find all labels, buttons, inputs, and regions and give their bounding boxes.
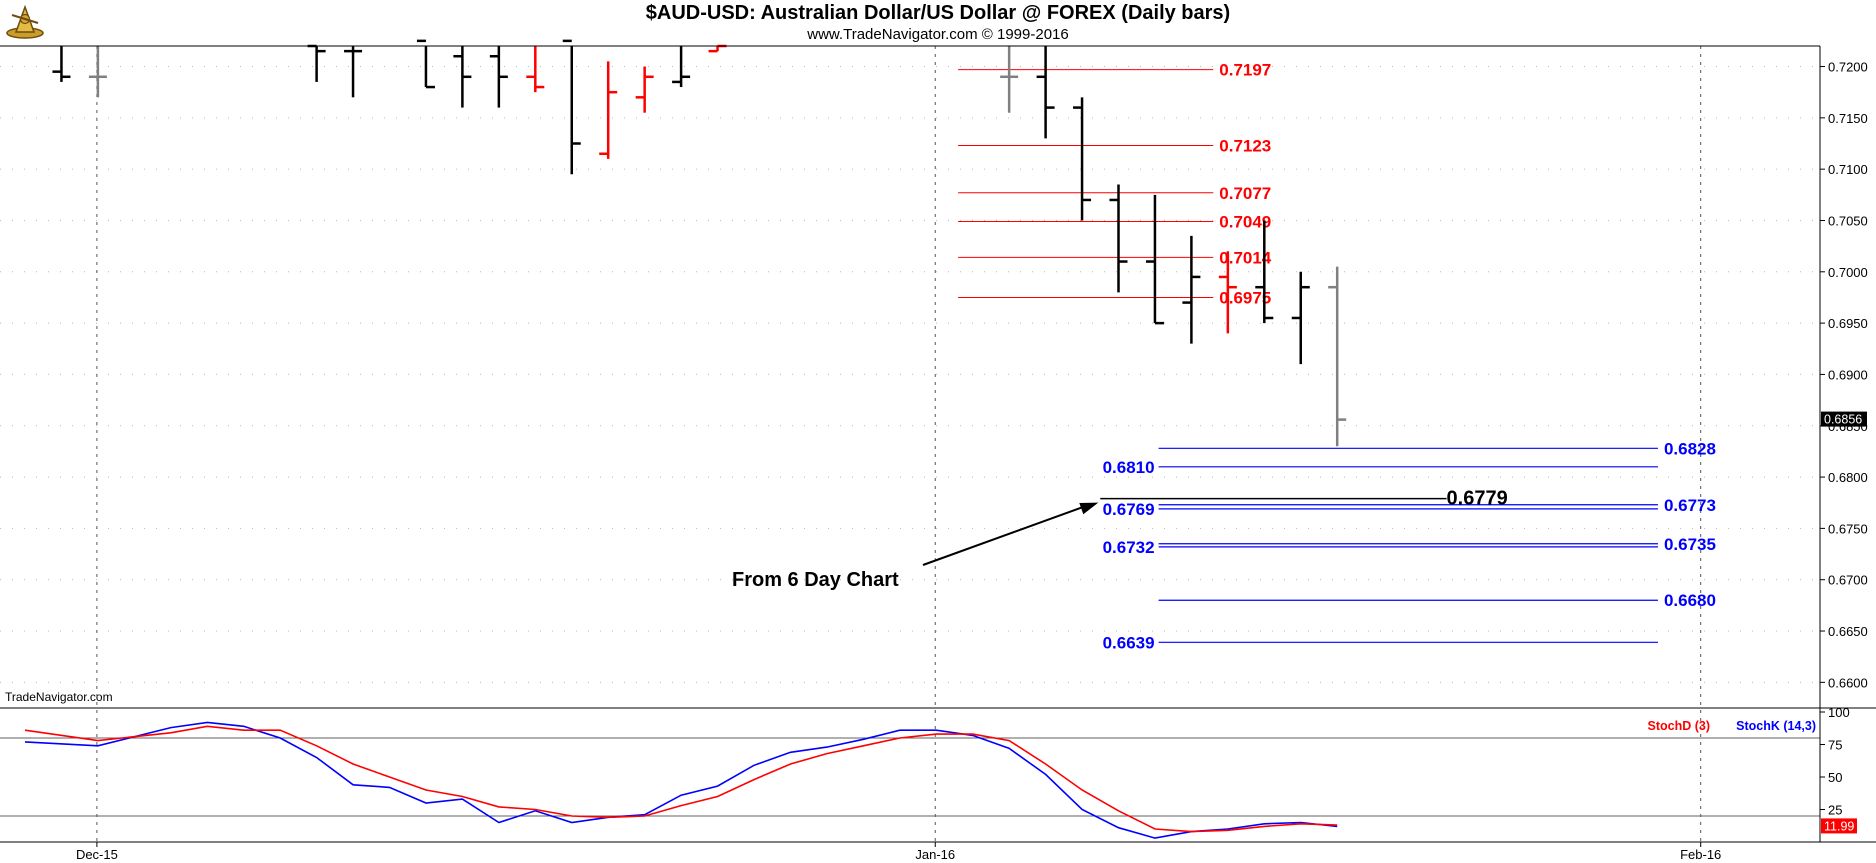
- date-tick-label: Jan-16: [915, 847, 955, 862]
- support-level-label-right: 0.6735: [1664, 535, 1716, 554]
- support-level-label-left: 0.6732: [1103, 538, 1155, 557]
- price-tick-label: 0.6650: [1828, 624, 1868, 639]
- price-tick-label: 0.7200: [1828, 60, 1868, 75]
- date-tick-label: Dec-15: [76, 847, 118, 862]
- price-tick-label: 0.6800: [1828, 470, 1868, 485]
- levels: 0.7197 0.7123 0.7077 0.7049 0.7014 0.6975 0.68…: [922, 61, 1716, 652]
- support-level-label-right: 0.6773: [1664, 496, 1716, 515]
- grid: [0, 46, 1820, 842]
- price-tick-label: 0.7100: [1828, 162, 1868, 177]
- ohlc-bar: [1255, 220, 1274, 324]
- support-level-label-left: 0.6639: [1103, 633, 1155, 652]
- ohlc-bar: [489, 46, 508, 108]
- price-tick-label: 0.6950: [1828, 316, 1868, 331]
- stoch-tick-label: 100: [1828, 705, 1850, 720]
- resistance-level-label: 0.7123: [1219, 137, 1271, 156]
- support-level-label-left: 0.6769: [1103, 500, 1155, 519]
- ohlc-bar: [1182, 235, 1201, 344]
- ohlc-bar: [1145, 194, 1164, 325]
- resistance-level-label: 0.7014: [1219, 248, 1272, 267]
- support-level-label-right: 0.6828: [1664, 439, 1716, 458]
- stoch-tick-label: 75: [1828, 738, 1842, 753]
- price-tick-label: 0.7150: [1828, 111, 1868, 126]
- chart-subtitle: www.TradeNavigator.com © 1999-2016: [807, 26, 1069, 43]
- last-price-box: [1821, 411, 1867, 427]
- stoch-series-line: [24, 725, 1338, 833]
- ohlc-bar: [1000, 46, 1019, 113]
- ohlc-bar: [562, 39, 581, 175]
- price-tick-label: 0.7000: [1828, 265, 1868, 280]
- ohlc-bar: [526, 46, 545, 93]
- price-tick-label: 0.6600: [1828, 675, 1868, 690]
- stoch-last-value-box: [1821, 818, 1857, 834]
- ohlc-bar: [416, 39, 435, 89]
- ohlc-bar: [1328, 266, 1347, 447]
- stoch-last-value-label: 11.99: [1824, 819, 1854, 833]
- ohlc-bar: [708, 44, 727, 53]
- date-tick-label: Feb-16: [1680, 847, 1721, 862]
- resistance-level-label: 0.7197: [1219, 61, 1271, 80]
- stoch-tick-label: 50: [1828, 770, 1842, 785]
- ohlc-bars: [52, 39, 1347, 447]
- chart-labels: 0.6779 From 6 Day Chart StochK (14,3) Stoch…: [732, 488, 1816, 733]
- ohlc-bar: [307, 44, 326, 82]
- title-bar: $AUD-USD: Australian Dollar/US Dollar @ …: [0, 0, 1876, 45]
- ohlc-bar: [344, 46, 363, 98]
- resistance-level-label: 0.7049: [1219, 213, 1271, 232]
- ohlc-bar: [635, 66, 654, 113]
- legend-stochk: StochK (14,3): [1736, 719, 1816, 733]
- ohlc-bar: [1073, 97, 1092, 221]
- axes: 0.66000.66500.67000.67500.68000.68500.69…: [0, 45, 1876, 862]
- ohlc-bar: [599, 61, 618, 159]
- annotation-level-label: 0.6779: [1447, 488, 1508, 510]
- trade-navigator-logo-icon: [6, 4, 44, 39]
- price-tick-label: 0.6750: [1828, 521, 1868, 536]
- support-level-label-left: 0.6810: [1103, 458, 1155, 477]
- stoch-tick-label: 25: [1828, 803, 1842, 818]
- legend-stochd: StochD (3): [1648, 719, 1711, 733]
- ohlc-bar: [1291, 271, 1310, 365]
- ohlc-bar: [1109, 184, 1128, 293]
- price-tick-label: 0.6900: [1828, 367, 1868, 382]
- annotation-arrow-line: [922, 504, 1089, 566]
- ohlc-bar: [52, 46, 71, 82]
- support-level-label-right: 0.6680: [1664, 591, 1716, 610]
- resistance-level-label: 0.6975: [1219, 288, 1271, 307]
- last-price-label: 0.6856: [1824, 413, 1862, 427]
- ohlc-bar: [88, 46, 107, 98]
- annotation-arrow-head: [1079, 502, 1099, 515]
- annotation-text: From 6 Day Chart: [732, 569, 899, 591]
- resistance-level-label: 0.7077: [1219, 184, 1271, 203]
- price-tick-label: 0.7050: [1828, 213, 1868, 228]
- chart-title: $AUD-USD: Australian Dollar/US Dollar @ …: [645, 2, 1231, 24]
- ohlc-bar: [1218, 251, 1237, 334]
- ohlc-bar: [453, 46, 472, 108]
- stoch-series-line: [24, 721, 1338, 839]
- watermark: TradeNavigator.com: [5, 690, 113, 704]
- ohlc-bar: [1036, 46, 1055, 139]
- stochastic-panel: [0, 721, 1820, 839]
- price-tick-label: 0.6700: [1828, 573, 1868, 588]
- ohlc-bar: [672, 46, 691, 88]
